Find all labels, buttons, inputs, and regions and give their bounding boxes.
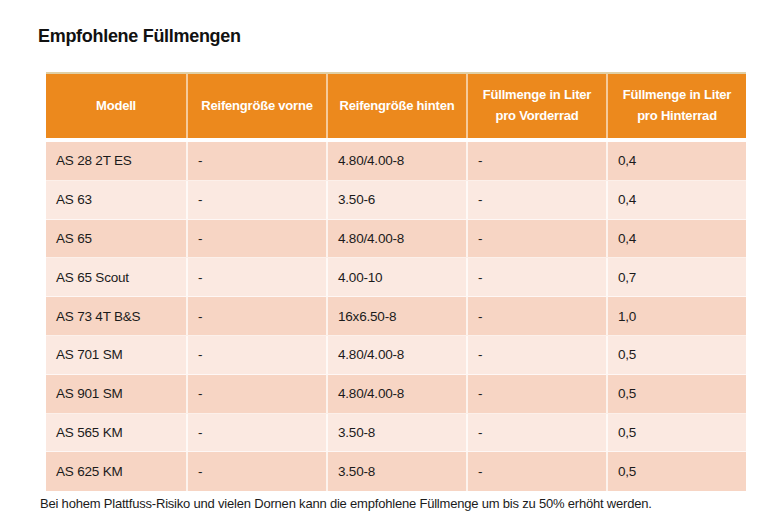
header-cell-modell: Modell — [46, 74, 186, 138]
table-body: AS 28 2T ES - 4.80/4.00-8 - 0,4 AS 63 - … — [46, 142, 746, 491]
header-cell-reifengroesse-hinten: Reifengröße hinten — [326, 74, 466, 138]
cell-fuellmenge-vorderrad: - — [466, 142, 606, 180]
cell-reifengroesse-hinten: 4.80/4.00-8 — [326, 220, 466, 258]
cell-fuellmenge-hinterrad: 0,5 — [606, 452, 746, 491]
header-cell-fuellmenge-vorderrad: Füllmenge in Liter pro Vorderrad — [466, 74, 606, 138]
cell-fuellmenge-vorderrad: - — [466, 375, 606, 413]
cell-modell: AS 701 SM — [46, 336, 186, 374]
table-row: AS 28 2T ES - 4.80/4.00-8 - 0,4 — [46, 142, 746, 181]
filling-quantities-table: Modell Reifengröße vorne Reifengröße hin… — [46, 72, 746, 491]
cell-reifengroesse-hinten: 16x6.50-8 — [326, 297, 466, 335]
cell-fuellmenge-vorderrad: - — [466, 220, 606, 258]
cell-reifengroesse-hinten: 4.00-10 — [326, 258, 466, 296]
table-row: AS 701 SM - 4.80/4.00-8 - 0,5 — [46, 336, 746, 375]
cell-reifengroesse-vorne: - — [186, 258, 326, 296]
cell-reifengroesse-hinten: 3.50-8 — [326, 414, 466, 452]
cell-modell: AS 65 — [46, 220, 186, 258]
cell-reifengroesse-hinten: 3.50-8 — [326, 452, 466, 491]
cell-reifengroesse-hinten: 4.80/4.00-8 — [326, 375, 466, 413]
cell-modell: AS 65 Scout — [46, 258, 186, 296]
cell-reifengroesse-hinten: 3.50-6 — [326, 181, 466, 219]
table-row: AS 63 - 3.50-6 - 0,4 — [46, 181, 746, 220]
cell-fuellmenge-vorderrad: - — [466, 452, 606, 491]
cell-reifengroesse-hinten: 4.80/4.00-8 — [326, 142, 466, 180]
cell-modell: AS 73 4T B&S — [46, 297, 186, 335]
table-row: AS 73 4T B&S - 16x6.50-8 - 1,0 — [46, 297, 746, 336]
cell-fuellmenge-vorderrad: - — [466, 181, 606, 219]
cell-reifengroesse-vorne: - — [186, 452, 326, 491]
cell-reifengroesse-vorne: - — [186, 375, 326, 413]
cell-fuellmenge-hinterrad: 0,4 — [606, 142, 746, 180]
cell-fuellmenge-vorderrad: - — [466, 414, 606, 452]
header-cell-reifengroesse-vorne: Reifengröße vorne — [186, 74, 326, 138]
cell-fuellmenge-vorderrad: - — [466, 336, 606, 374]
page: Empfohlene Füllmengen Modell Reifengröße… — [0, 0, 768, 532]
cell-reifengroesse-vorne: - — [186, 297, 326, 335]
table-row: AS 565 KM - 3.50-8 - 0,5 — [46, 414, 746, 453]
cell-fuellmenge-hinterrad: 0,5 — [606, 336, 746, 374]
cell-fuellmenge-hinterrad: 0,4 — [606, 181, 746, 219]
cell-fuellmenge-vorderrad: - — [466, 297, 606, 335]
cell-fuellmenge-hinterrad: 0,7 — [606, 258, 746, 296]
table-row: AS 901 SM - 4.80/4.00-8 - 0,5 — [46, 375, 746, 414]
footnote: Bei hohem Plattfuss-Risiko und vielen Do… — [40, 496, 652, 511]
cell-reifengroesse-vorne: - — [186, 414, 326, 452]
table-row: AS 65 - 4.80/4.00-8 - 0,4 — [46, 220, 746, 259]
cell-modell: AS 901 SM — [46, 375, 186, 413]
page-title: Empfohlene Füllmengen — [38, 26, 241, 47]
cell-fuellmenge-hinterrad: 0,5 — [606, 375, 746, 413]
cell-reifengroesse-hinten: 4.80/4.00-8 — [326, 336, 466, 374]
cell-reifengroesse-vorne: - — [186, 336, 326, 374]
table-row: AS 625 KM - 3.50-8 - 0,5 — [46, 452, 746, 491]
cell-modell: AS 63 — [46, 181, 186, 219]
cell-fuellmenge-hinterrad: 0,5 — [606, 414, 746, 452]
cell-fuellmenge-vorderrad: - — [466, 258, 606, 296]
cell-reifengroesse-vorne: - — [186, 181, 326, 219]
cell-reifengroesse-vorne: - — [186, 220, 326, 258]
cell-fuellmenge-hinterrad: 0,4 — [606, 220, 746, 258]
cell-fuellmenge-hinterrad: 1,0 — [606, 297, 746, 335]
cell-modell: AS 565 KM — [46, 414, 186, 452]
cell-modell: AS 625 KM — [46, 452, 186, 491]
cell-modell: AS 28 2T ES — [46, 142, 186, 180]
table-row: AS 65 Scout - 4.00-10 - 0,7 — [46, 258, 746, 297]
table-header-row: Modell Reifengröße vorne Reifengröße hin… — [46, 72, 746, 138]
cell-reifengroesse-vorne: - — [186, 142, 326, 180]
header-cell-fuellmenge-hinterrad: Füllmenge in Liter pro Hinterrad — [606, 74, 746, 138]
